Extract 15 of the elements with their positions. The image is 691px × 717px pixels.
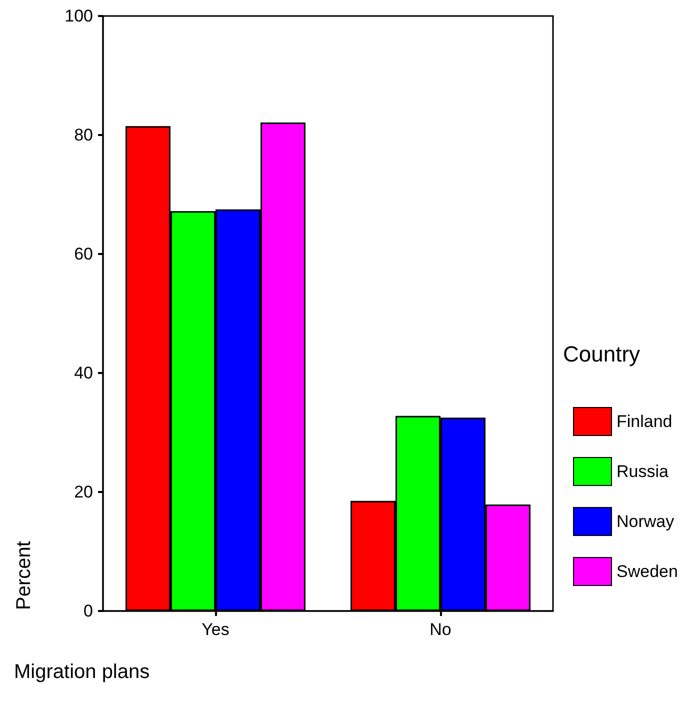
y-tick-label: 60 [74,244,93,264]
legend-label: Russia [616,462,670,481]
legend-label: Finland [616,412,672,431]
y-axis-title: Percent [13,540,35,610]
legend-title: Country [563,342,640,366]
y-tick-label: 80 [74,126,93,144]
x-tick-label: No [430,620,452,639]
legend-label: Sweden [616,562,678,581]
y-tick-label: 40 [74,364,93,382]
x-axis-title: Migration plans [14,661,150,683]
x-tick-label: Yes [202,620,230,639]
y-tick-label: 100 [64,6,93,26]
y-tick-label: 20 [74,482,93,502]
legend-label: Norway [616,512,675,531]
y-tick-label: 0 [84,602,93,620]
